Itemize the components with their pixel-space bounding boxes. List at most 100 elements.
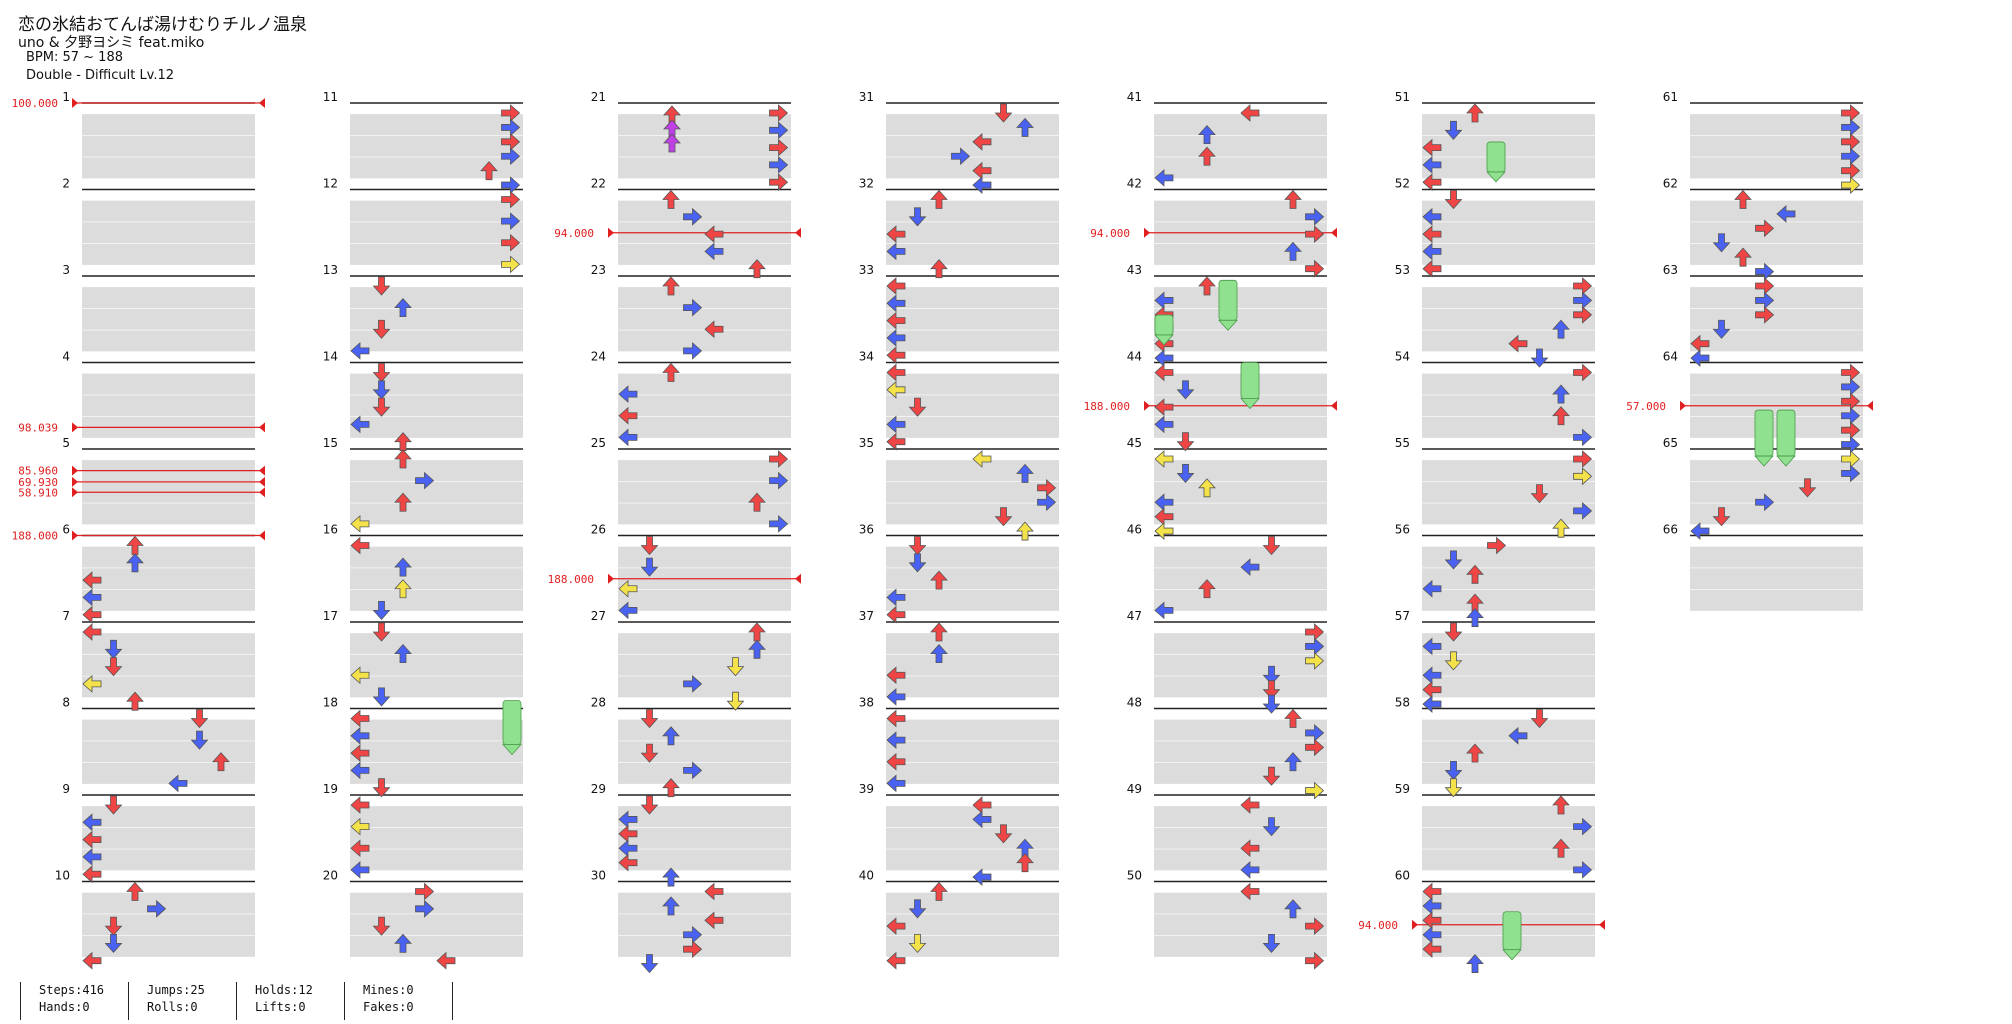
- beat-band: [1422, 373, 1595, 395]
- arrow-r-icon: [501, 190, 521, 209]
- measure-number: 3: [62, 263, 70, 277]
- arrow-shape: [618, 601, 638, 620]
- arrow-shape: [908, 536, 927, 556]
- beat-band: [886, 330, 1059, 352]
- beat-band: [350, 460, 523, 482]
- arrow-shape: [1573, 428, 1593, 447]
- stats-divider: [452, 982, 453, 1020]
- measure-55: 55: [1395, 436, 1595, 525]
- bpm-change: 58.910: [18, 486, 265, 499]
- beat-band: [350, 741, 523, 763]
- arrow-u-icon: [1284, 708, 1302, 728]
- arrow-shape: [104, 795, 123, 815]
- beat-band: [1690, 330, 1863, 352]
- measure-43: 43: [1127, 263, 1327, 352]
- measure-number: 29: [591, 782, 606, 796]
- stat-jumps-rolls: Jumps:25 Rolls:0: [128, 982, 205, 1020]
- beat-band: [618, 308, 791, 330]
- arrow-l-icon: [350, 761, 370, 780]
- beat-band: [82, 114, 255, 136]
- measure-41: 41: [1127, 90, 1327, 179]
- arrow-d-icon: [994, 103, 1013, 123]
- arrow-shape: [1422, 940, 1442, 959]
- hold-tip: [502, 744, 522, 756]
- measure-number: 14: [323, 350, 338, 364]
- arrow-shape: [769, 156, 789, 174]
- arrow-shape: [886, 917, 906, 935]
- measure-number: 46: [1127, 523, 1142, 537]
- beat-band: [618, 654, 791, 676]
- measure-37: 37: [859, 609, 1059, 698]
- hold-body: [1218, 279, 1238, 321]
- beat-band: [82, 935, 255, 957]
- arrow-r-icon: [1841, 176, 1861, 194]
- hold-body: [1486, 141, 1506, 173]
- arrow-shape: [748, 639, 766, 659]
- arrow-shape: [886, 588, 906, 607]
- arrow-d-icon: [726, 657, 745, 677]
- arrow-u-icon: [663, 133, 681, 153]
- arrow-shape: [769, 121, 789, 140]
- arrow-shape: [82, 675, 102, 693]
- arrow-d-icon: [908, 934, 927, 954]
- beat-band: [1422, 287, 1595, 309]
- arrow-l-icon: [82, 675, 102, 693]
- arrow-d-icon: [640, 557, 659, 577]
- bpm-value: 98.039: [18, 421, 58, 434]
- arrow-r-icon: [683, 675, 703, 693]
- arrow-shape: [748, 259, 766, 279]
- arrow-d-icon: [1712, 233, 1731, 253]
- arrow-shape: [1016, 853, 1034, 873]
- arrow-shape: [1284, 752, 1302, 772]
- arrow-shape: [972, 868, 992, 886]
- measure-4: 4: [62, 350, 255, 438]
- arrow-d-icon: [104, 934, 123, 954]
- beat-band: [350, 135, 523, 157]
- measure-number: 47: [1127, 609, 1142, 623]
- arrow-shape: [1305, 259, 1325, 278]
- arrow-shape: [1154, 168, 1174, 187]
- beat-band: [1422, 849, 1595, 871]
- arrow-shape: [126, 881, 144, 901]
- beat-band: [82, 222, 255, 244]
- arrow-shape: [1262, 680, 1281, 700]
- arrow-shape: [1712, 319, 1731, 339]
- arrow-l-icon: [1240, 860, 1260, 879]
- beat-band: [82, 827, 255, 849]
- arrow-d-icon: [190, 730, 209, 750]
- arrow-shape: [1262, 665, 1281, 685]
- hold-note-icon: [1754, 409, 1774, 467]
- bpm-marker-left: [72, 465, 78, 476]
- beat-band: [350, 762, 523, 784]
- arrow-shape: [618, 853, 638, 872]
- arrow-u-icon: [662, 362, 680, 382]
- arrow-l-icon: [350, 709, 370, 728]
- measure-number: 60: [1395, 869, 1410, 883]
- arrow-u-icon: [1466, 103, 1484, 123]
- arrow-u-icon: [1284, 899, 1302, 919]
- beat-band: [1154, 741, 1327, 763]
- beat-band: [1422, 222, 1595, 244]
- arrow-shape: [886, 432, 906, 451]
- arrow-l-icon: [1422, 259, 1442, 278]
- measure-6: 6: [62, 523, 255, 611]
- arrow-shape: [683, 675, 703, 693]
- beat-band: [1154, 460, 1327, 482]
- arrow-shape: [1552, 795, 1570, 815]
- beat-band: [1690, 308, 1863, 330]
- arrow-shape: [1154, 349, 1174, 367]
- arrow-r-icon: [1573, 305, 1593, 324]
- bpm-marker-right: [259, 465, 265, 476]
- measure-number: 54: [1395, 350, 1410, 364]
- measure-number: 62: [1663, 177, 1678, 191]
- arrow-u-icon: [662, 189, 680, 209]
- measure-52: 52: [1395, 177, 1595, 265]
- arrow-shape: [1755, 493, 1775, 512]
- arrow-shape: [350, 514, 370, 533]
- arrow-l-icon: [1154, 601, 1174, 620]
- beat-band: [886, 849, 1059, 871]
- arrow-shape: [1016, 463, 1034, 483]
- arrow-shape: [190, 709, 209, 729]
- arrow-shape: [1176, 380, 1195, 400]
- arrow-shape: [1552, 406, 1570, 426]
